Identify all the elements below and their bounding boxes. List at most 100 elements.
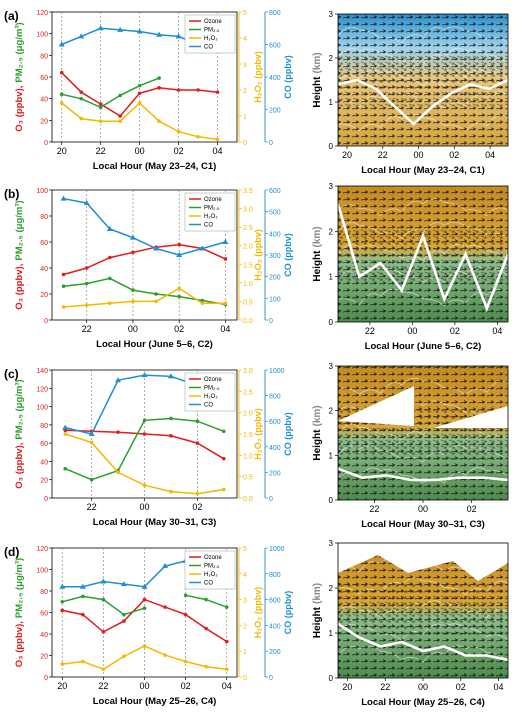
series-point (60, 662, 65, 666)
profile-x-tick-label: 04 (494, 682, 504, 692)
legend-label: PM₂.₅ (204, 206, 220, 212)
left-tick-label: 0 (44, 140, 48, 147)
series-point (101, 667, 106, 672)
h2o2-tick-label: 3 (243, 62, 247, 69)
h2o2-tick-label: 2 (243, 623, 247, 630)
series-point (163, 653, 167, 657)
profile-x-tick-label: 20 (342, 150, 352, 160)
panel-label: (a) (4, 9, 19, 23)
boundary-layer-height-line (337, 622, 509, 662)
series-point (88, 431, 95, 436)
height-unit: (km) (312, 226, 323, 247)
series-point (84, 281, 89, 286)
series-point (84, 303, 89, 307)
ozone-axis-label: O₃ (ppbv), (14, 621, 25, 667)
series-point (224, 667, 229, 672)
series-point (204, 664, 208, 669)
x-axis-label: Local Hour (May 23–24, C1) (93, 161, 217, 172)
legend-label: PM₂.₅ (204, 386, 220, 392)
left-tick-label: 40 (40, 459, 48, 466)
series-point (59, 70, 64, 75)
series-point (81, 594, 85, 599)
height-axis-label: Height (km) (312, 405, 323, 460)
series-point (118, 114, 122, 118)
data-gap (338, 543, 508, 581)
left-tick-label: 120 (36, 10, 48, 17)
boundary-layer-height-line (336, 203, 510, 312)
pm25-axis-label: PM₂.₅ (μg/m³) (14, 200, 25, 260)
profile-x-tick-label: 02 (467, 504, 477, 514)
series-point (141, 583, 148, 589)
series-point (79, 116, 84, 121)
series-point (215, 90, 220, 94)
series-point (195, 441, 200, 445)
profile-x-axis-label: Local Hour (June 5–6, C2) (365, 341, 482, 352)
series-point (108, 301, 112, 306)
series-point (120, 581, 127, 587)
series-point (97, 25, 104, 31)
series-point (129, 234, 136, 240)
series-point (142, 597, 147, 602)
boundary-layer-height-line (337, 467, 509, 482)
ozone-axis-label: O₃ (ppbv), (14, 443, 25, 489)
series-point (106, 226, 113, 231)
left-axis-label: O₃ (ppbv), PM₂.₅ (μg/m³) (14, 22, 25, 131)
profile-y-tick-label: 1 (329, 273, 334, 282)
co-tick-label: 600 (269, 43, 281, 50)
height-axis-label: Height (km) (312, 226, 323, 281)
series-point (142, 483, 147, 488)
profile-x-tick-label: 04 (492, 326, 502, 336)
series-line-1 (63, 277, 226, 306)
series-point (116, 470, 120, 475)
legend-label: Ozone (204, 377, 222, 383)
series-point (176, 252, 183, 257)
profile-y-tick-label: 0 (329, 142, 334, 151)
h2o2-tick-label: 4 (243, 36, 247, 43)
left-tick-label: 80 (40, 53, 48, 60)
h2o2-tick-label: 2 (243, 88, 247, 95)
series-point (115, 377, 122, 383)
profile-x-axis-label: Local Hour (May 23–24, C1) (361, 165, 485, 176)
profile-x-tick-label: 00 (414, 150, 424, 160)
series-point (98, 119, 103, 123)
series-point (131, 250, 135, 255)
co-axis-label: CO (ppbv) (283, 55, 293, 99)
series-point (223, 301, 228, 306)
h2o2-tick-label: 2.0 (243, 244, 253, 251)
legend-label: Ozone (204, 555, 222, 561)
left-tick-label: 20 (40, 292, 48, 299)
co-tick-label: 600 (269, 188, 281, 195)
co-tick-label: 400 (269, 231, 281, 238)
ozone-axis-label: O₃ (ppbv), (14, 264, 25, 310)
ozone-axis-label: O₃ (ppbv), (14, 86, 25, 132)
co-tick-label: 200 (269, 275, 281, 282)
h2o2-tick-label: 0 (243, 675, 247, 682)
wind-arrows-secondary (338, 53, 508, 107)
height-word: Height (312, 250, 323, 282)
left-tick-label: 100 (36, 32, 48, 39)
pm25-axis-label: PM₂.₅ (μg/m³) (14, 379, 25, 439)
x-axis-label: Local Hour (June 5–6, C2) (96, 339, 213, 350)
x-tick-label: 22 (82, 324, 92, 334)
x-tick-label: 00 (139, 502, 149, 512)
profile-x-tick-label: 22 (369, 504, 379, 514)
series-point (221, 456, 226, 461)
series-point (223, 257, 228, 261)
co-tick-label: 1000 (269, 368, 285, 375)
series-point (163, 605, 167, 609)
height-unit: (km) (312, 583, 323, 604)
left-tick-label: 80 (40, 589, 48, 596)
panel-label: (b) (4, 187, 19, 201)
x-tick-label: 22 (98, 681, 108, 691)
h2o2-tick-label: 1.5 (243, 432, 253, 439)
series-point (58, 41, 65, 47)
co-tick-label: 0 (269, 140, 273, 147)
series-point (200, 298, 205, 303)
legend-label: PM₂.₅ (204, 564, 220, 570)
co-tick-label: 0 (269, 675, 273, 682)
series-point (177, 242, 181, 247)
series-point (79, 96, 84, 101)
profile-y-tick-label: 1 (329, 451, 334, 460)
series-point (183, 593, 188, 598)
co-tick-label: 600 (269, 419, 281, 426)
